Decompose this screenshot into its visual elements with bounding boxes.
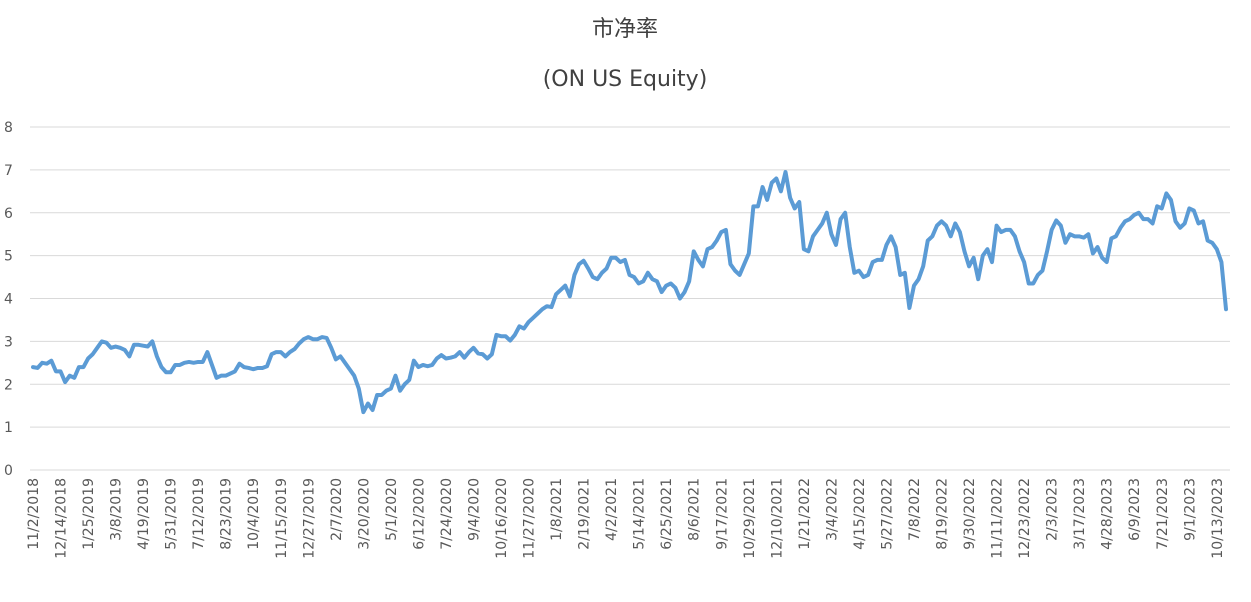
x-tick-label: 9/17/2021 [714,478,730,550]
x-tick-label: 4/2/2021 [604,478,620,541]
x-tick-label: 2/3/2023 [1045,478,1061,541]
x-tick-label: 11/11/2022 [990,478,1006,559]
x-tick-label: 9/30/2022 [962,478,978,550]
y-tick-label: 4 [4,292,13,308]
x-tick-label: 7/21/2023 [1155,478,1171,550]
x-tick-label: 7/12/2019 [191,478,207,550]
x-tick-label: 8/23/2019 [219,478,235,550]
x-tick-label: 8/19/2022 [935,478,951,550]
x-tick-label: 9/1/2023 [1182,478,1198,541]
x-tick-label: 8/6/2021 [687,478,703,541]
x-tick-label: 10/29/2021 [742,478,758,559]
x-tick-label: 1/8/2021 [549,478,565,541]
x-tick-label: 6/12/2020 [411,478,427,550]
y-tick-label: 3 [4,334,13,350]
x-tick-label: 5/1/2020 [384,478,400,541]
x-tick-label: 2/7/2020 [329,478,345,541]
x-tick-label: 3/17/2023 [1072,478,1088,550]
x-tick-label: 5/27/2022 [879,478,895,550]
chart-subtitle: (ON US Equity) [543,67,708,92]
y-tick-label: 2 [4,377,13,393]
x-tick-label: 4/19/2019 [136,478,152,550]
x-tick-label: 7/8/2022 [907,478,923,541]
x-tick-label: 3/20/2020 [356,478,372,550]
x-tick-label: 1/21/2022 [797,478,813,550]
x-tick-label: 11/15/2019 [274,478,290,559]
x-tick-label: 10/13/2023 [1210,478,1226,559]
x-tick-label: 12/14/2018 [54,478,70,559]
y-tick-label: 7 [4,163,13,179]
y-tick-label: 6 [4,206,13,222]
x-tick-label: 4/28/2023 [1100,478,1116,550]
y-tick-label: 8 [4,120,13,136]
x-tick-label: 6/25/2021 [659,478,675,550]
x-tick-label: 1/25/2019 [81,478,97,550]
x-tick-label: 12/27/2019 [301,478,317,559]
x-tick-label: 12/23/2022 [1017,478,1033,559]
x-tick-label: 2/19/2021 [577,478,593,550]
x-tick-label: 11/27/2020 [522,478,538,559]
x-tick-label: 7/24/2020 [439,478,455,550]
x-tick-label: 10/16/2020 [494,478,510,559]
y-tick-label: 1 [4,420,13,436]
x-tick-label: 9/4/2020 [466,478,482,541]
x-tick-label: 12/10/2021 [769,478,785,559]
x-tick-label: 3/8/2019 [109,478,125,541]
x-tick-label: 4/15/2022 [852,478,868,550]
x-tick-label: 11/2/2018 [26,478,42,550]
data-line [31,170,1228,415]
x-tick-label: 10/4/2019 [246,478,262,550]
chart-title: 市净率 [592,17,658,42]
y-tick-label: 5 [4,249,13,265]
x-tick-label: 5/14/2021 [632,478,648,550]
y-tick-label: 0 [4,463,13,479]
x-tick-label: 3/4/2022 [824,478,840,541]
x-tick-label: 5/31/2019 [164,478,180,550]
x-tick-label: 6/9/2023 [1127,478,1143,541]
